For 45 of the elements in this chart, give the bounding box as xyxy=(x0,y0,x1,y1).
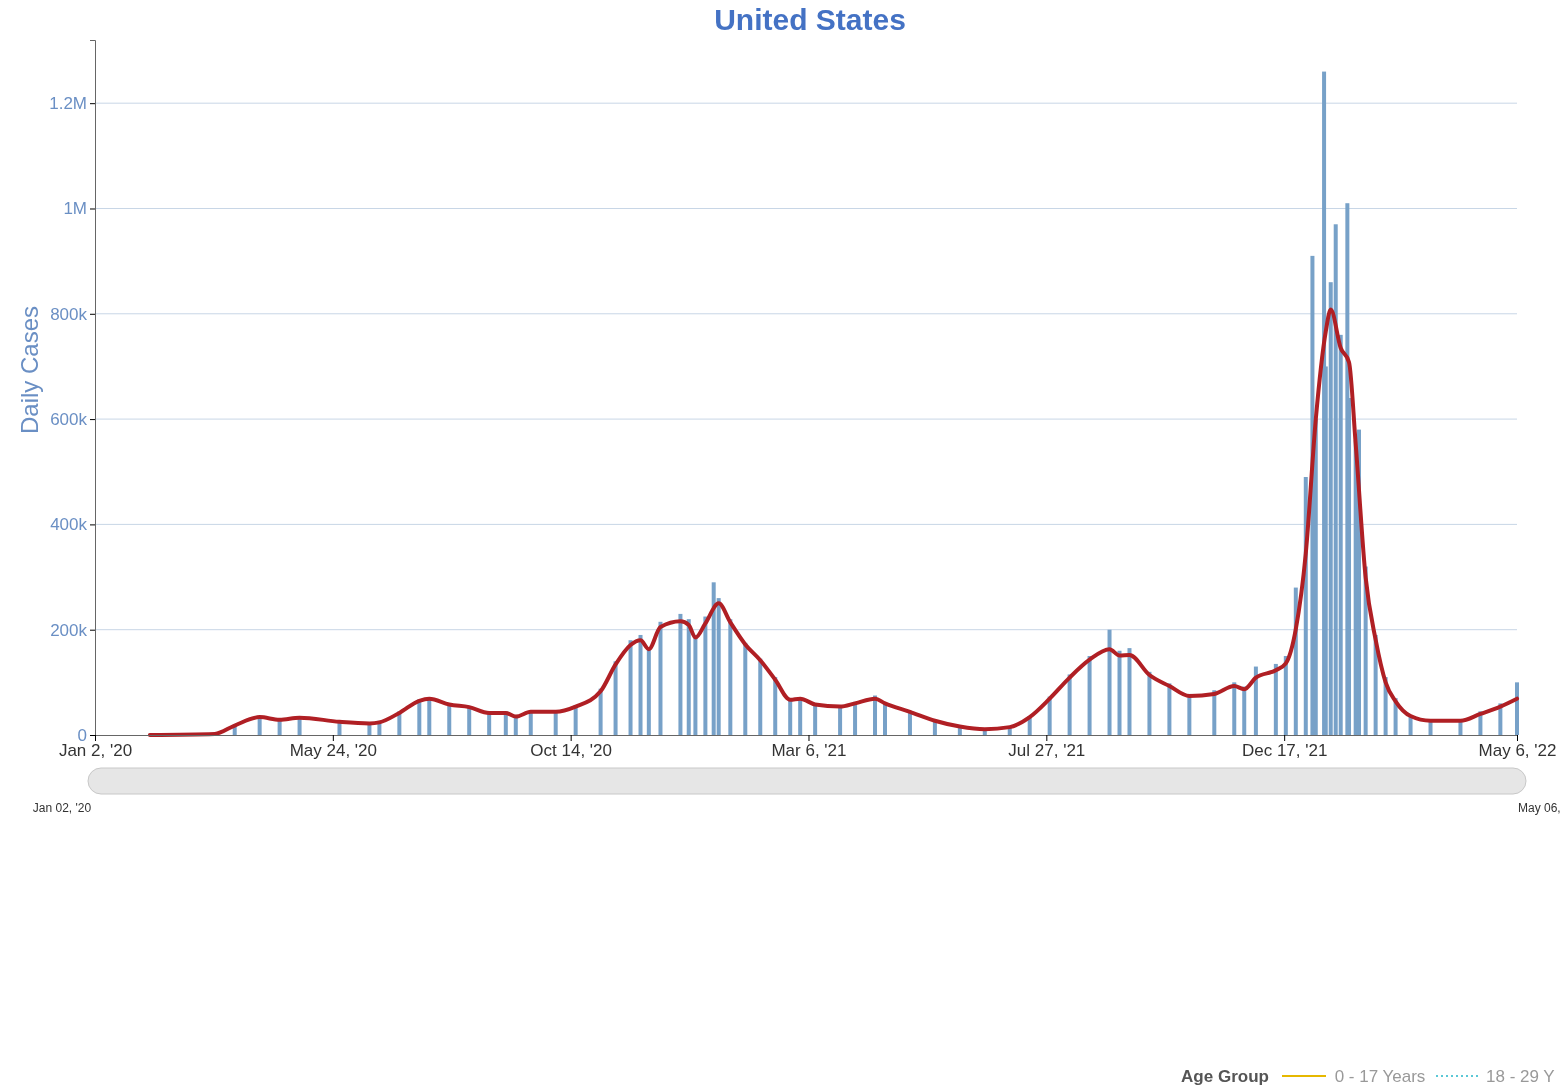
bar xyxy=(758,658,763,735)
line-series xyxy=(147,307,1519,737)
bar xyxy=(646,648,651,735)
x-tick-label: May 24, '20 xyxy=(289,741,378,761)
bar xyxy=(1253,666,1258,735)
bar xyxy=(658,621,663,735)
bar xyxy=(613,661,618,735)
bar xyxy=(728,619,733,735)
x-tick-label: Mar 6, '21 xyxy=(771,741,847,761)
text: 0 - 17 Years xyxy=(1334,1067,1426,1086)
y-tick-label: 200k xyxy=(50,620,88,640)
bar xyxy=(638,634,643,735)
y-tick-label: 1.2M xyxy=(49,94,87,114)
chart-title: United States xyxy=(714,3,906,36)
y-tick-label: 800k xyxy=(50,304,88,324)
y-tick-label: 400k xyxy=(50,515,88,535)
bar xyxy=(1117,650,1122,735)
bar xyxy=(703,616,708,735)
bar xyxy=(1107,629,1112,735)
bar xyxy=(1515,682,1519,735)
y-tick-label: 600k xyxy=(50,410,88,430)
bar xyxy=(1167,683,1172,735)
bar xyxy=(678,613,683,735)
text: May 06, xyxy=(1518,801,1561,815)
x-tick-label: Jul 27, '21 xyxy=(1008,741,1086,761)
bar xyxy=(743,642,748,735)
bar xyxy=(1273,663,1278,735)
x-tick-label: Oct 14, '20 xyxy=(530,741,613,761)
bar xyxy=(1283,656,1288,735)
bar xyxy=(1087,656,1092,735)
text: Age Group xyxy=(1181,1067,1269,1086)
bar xyxy=(1127,648,1132,735)
text: Jan 02, '20 xyxy=(32,801,92,815)
x-tick-label: Dec 17, '21 xyxy=(1241,741,1328,761)
x-tick-label: May 6, '22 xyxy=(1478,741,1557,761)
y-axis-title: Daily Cases xyxy=(16,305,43,435)
bar xyxy=(686,619,691,735)
y-tick-label: 1M xyxy=(63,199,87,219)
bar xyxy=(1232,682,1237,735)
bar xyxy=(773,677,778,735)
bar xyxy=(1212,690,1217,735)
text: 18 - 29 Y xyxy=(1486,1067,1555,1086)
bar xyxy=(628,640,633,735)
bar xyxy=(1147,671,1152,735)
bar xyxy=(1067,674,1072,735)
